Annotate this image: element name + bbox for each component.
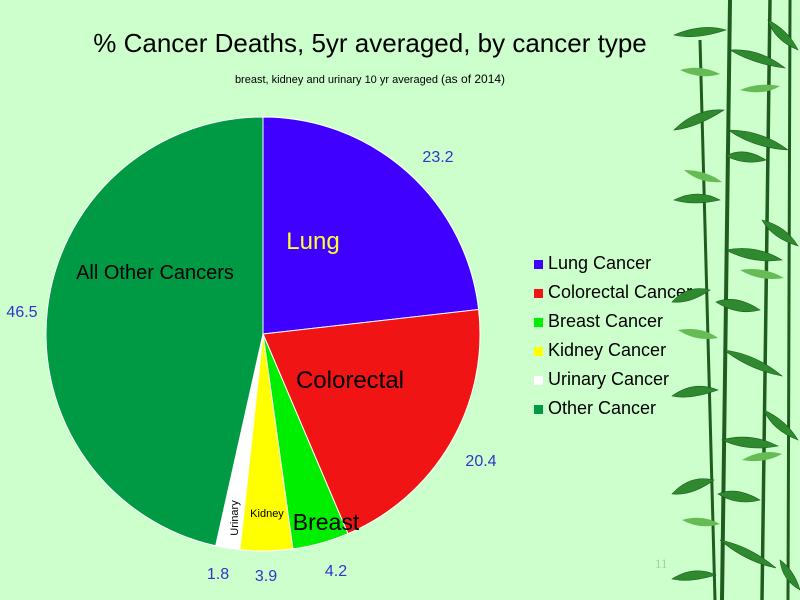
legend-swatch <box>534 347 543 356</box>
slice-value-label: 46.5 <box>6 304 37 321</box>
slice-inner-label: Kidney <box>250 508 284 520</box>
subtitle-note: (as of 2014) <box>441 72 506 86</box>
subtitle-text: breast, kidney and urinary 10 yr average… <box>234 74 438 86</box>
pie-slice-colorectal-cancer <box>262 308 481 535</box>
legend-swatch <box>534 318 543 327</box>
legend-label: Breast Cancer <box>548 311 664 331</box>
bamboo-decoration <box>671 0 800 600</box>
slice-inner-label: Urinary <box>229 500 241 536</box>
legend-label: Other Cancer <box>548 398 657 418</box>
slice-value-label: 23.2 <box>422 149 453 166</box>
slice-inner-label: Breast <box>293 509 360 535</box>
legend-swatch <box>534 376 543 385</box>
slice-inner-label: Colorectal <box>296 367 404 394</box>
legend-swatch <box>534 405 543 414</box>
slice-inner-label: All Other Cancers <box>76 262 234 284</box>
pie-slice-lung-cancer <box>262 116 480 335</box>
slice-value-label: 3.9 <box>255 568 277 585</box>
legend-label: Urinary Cancer <box>548 369 670 389</box>
slide-number: 11 <box>655 556 668 571</box>
chart-subtitle: breast, kidney and urinary 10 yr average… <box>0 72 740 86</box>
pie-slice-other-cancer <box>45 116 264 547</box>
chart-title: % Cancer Deaths, 5yr averaged, by cancer… <box>93 28 647 58</box>
legend-label: Lung Cancer <box>548 253 652 273</box>
slice-value-label: 20.4 <box>465 453 496 470</box>
slice-inner-label: Lung <box>286 228 339 255</box>
slice-value-label: 1.8 <box>207 566 229 583</box>
slice-value-label: 4.2 <box>325 563 347 580</box>
legend-swatch <box>534 289 543 298</box>
legend-swatch <box>534 260 543 269</box>
legend-label: Colorectal Cancer <box>548 282 693 302</box>
legend-label: Kidney Cancer <box>548 340 667 360</box>
